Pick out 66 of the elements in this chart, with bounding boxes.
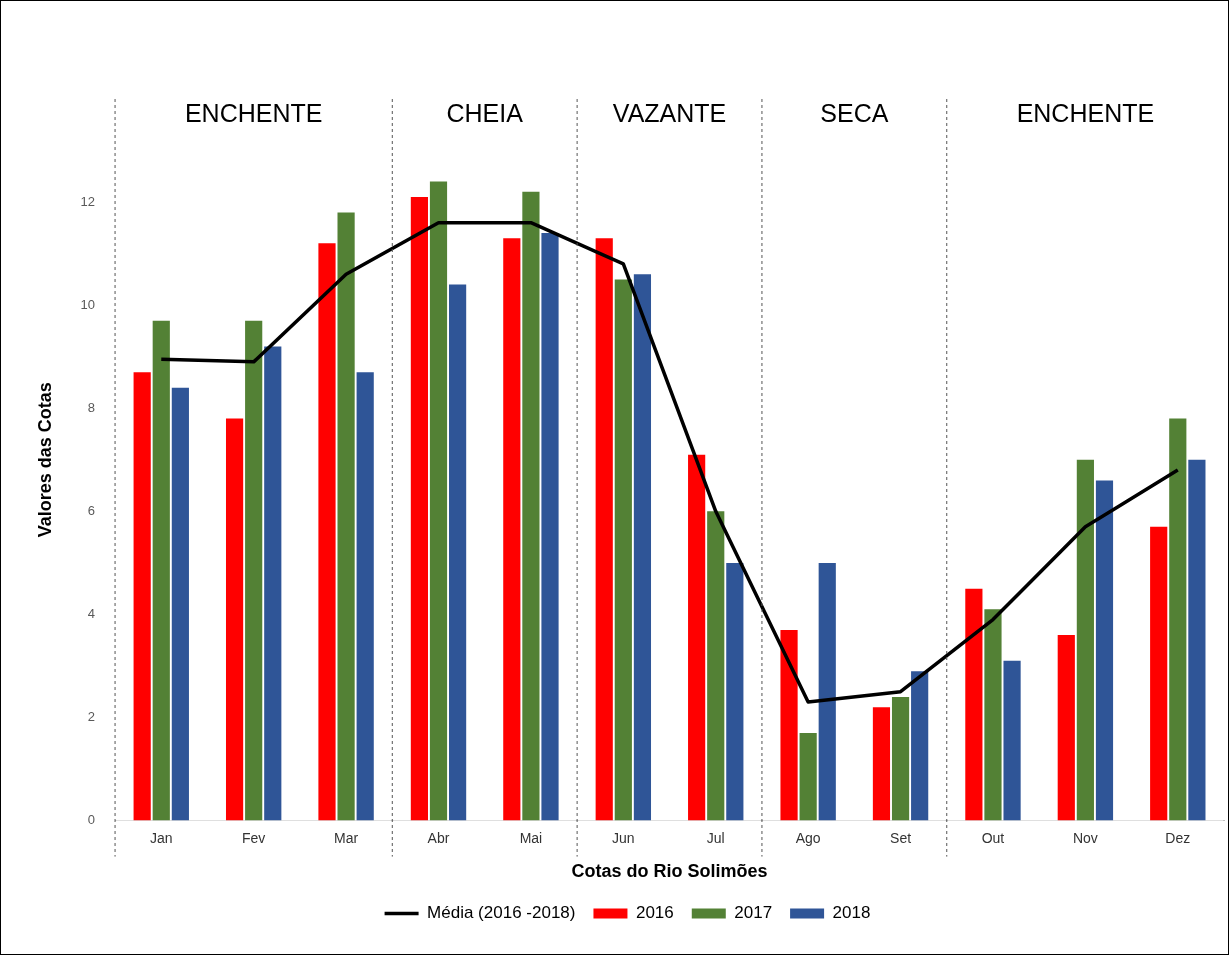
legend-label: 2017 [734, 903, 773, 923]
bar [1188, 459, 1206, 821]
x-tick-label: Dez [1165, 829, 1191, 846]
bar [356, 372, 374, 821]
x-tick-label: Jul [706, 829, 725, 846]
bar [245, 320, 263, 821]
bar [911, 671, 929, 821]
bar [1095, 480, 1114, 821]
bar [541, 233, 559, 821]
bar [449, 284, 467, 821]
y-axis-title: Valores das Cotas [34, 382, 55, 538]
bar [337, 212, 355, 821]
bar [891, 696, 910, 821]
bar [614, 279, 632, 821]
y-tick-label: 0 [87, 812, 96, 828]
bar [707, 511, 725, 821]
band-label: VAZANTE [612, 98, 727, 127]
x-tick-label: Mar [334, 829, 359, 846]
band-label: SECA [820, 98, 889, 127]
y-tick-label: 8 [87, 399, 96, 415]
bar [429, 181, 448, 821]
bar [264, 346, 282, 821]
bar [633, 274, 652, 821]
bar [799, 732, 817, 821]
bar [503, 238, 521, 821]
bar [171, 387, 189, 821]
bar [726, 562, 744, 821]
bar [872, 707, 891, 821]
bar [152, 320, 170, 821]
bar [1169, 418, 1187, 821]
x-tick-label: Nov [1072, 829, 1098, 846]
band-label: CHEIA [446, 98, 524, 127]
bar [1150, 526, 1168, 821]
bar [1076, 459, 1094, 821]
y-tick-label: 10 [80, 296, 96, 312]
x-tick-label: Abr [427, 829, 450, 846]
bar [780, 629, 798, 821]
bar [965, 588, 983, 821]
bar [522, 191, 540, 821]
bar [1003, 660, 1021, 821]
y-tick-label: 12 [80, 193, 96, 209]
x-tick-label: Jan [149, 829, 173, 846]
legend-label: 2018 [832, 903, 871, 923]
y-tick-label: 6 [87, 502, 96, 518]
bar [1057, 635, 1075, 821]
bar [225, 418, 244, 821]
bar [688, 454, 706, 821]
x-tick-label: Set [890, 829, 912, 846]
x-axis-title: Cotas do Rio Solimões [571, 861, 768, 882]
band-label: ENCHENTE [184, 98, 323, 127]
legend-label: 2016 [635, 903, 674, 923]
bar [984, 609, 1002, 821]
band-label: ENCHENTE [1016, 98, 1155, 127]
bar [595, 238, 613, 821]
x-tick-label: Jun [612, 829, 635, 846]
x-tick-label: Out [981, 829, 1005, 846]
bar [818, 562, 836, 821]
bar [133, 372, 151, 821]
x-tick-label: Ago [795, 829, 821, 846]
x-tick-label: Fev [242, 829, 266, 846]
legend-label: Média (2016 -2018) [427, 903, 576, 923]
bar [318, 243, 336, 821]
y-tick-label: 4 [87, 606, 96, 622]
y-tick-label: 2 [87, 709, 96, 725]
x-tick-label: Mai [519, 829, 543, 846]
bar [410, 196, 428, 821]
